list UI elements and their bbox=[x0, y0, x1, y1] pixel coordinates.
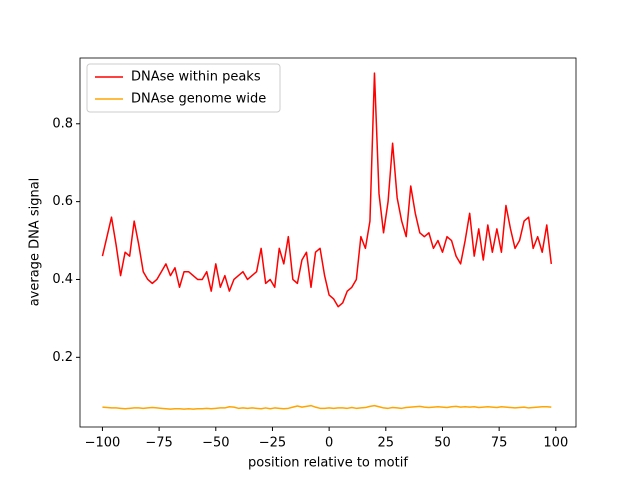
x-tick-label: −100 bbox=[85, 436, 121, 451]
x-tick-label: −50 bbox=[202, 436, 229, 451]
data-line bbox=[101, 72, 553, 308]
x-tick-label: −75 bbox=[145, 436, 172, 451]
x-tick-label: 50 bbox=[434, 436, 451, 451]
y-tick-label: 0.8 bbox=[52, 116, 73, 131]
x-tick-label: 100 bbox=[543, 436, 568, 451]
x-tick-label: 75 bbox=[491, 436, 508, 451]
legend-label: DNAse genome wide bbox=[131, 92, 266, 107]
plot-frame bbox=[79, 57, 577, 428]
legend-box bbox=[86, 63, 281, 113]
legend-label: DNAse within peaks bbox=[131, 70, 261, 85]
data-line bbox=[102, 404, 552, 410]
y-tick-label: 0.4 bbox=[52, 272, 73, 287]
y-axis-label: average DNA signal bbox=[28, 178, 43, 307]
x-axis-label: position relative to motif bbox=[248, 456, 408, 471]
x-tick-label: 25 bbox=[378, 436, 395, 451]
y-tick-label: 0.6 bbox=[52, 194, 73, 209]
y-tick-label: 0.2 bbox=[52, 350, 73, 365]
x-tick-label: 0 bbox=[325, 436, 333, 451]
x-tick-label: −25 bbox=[259, 436, 286, 451]
